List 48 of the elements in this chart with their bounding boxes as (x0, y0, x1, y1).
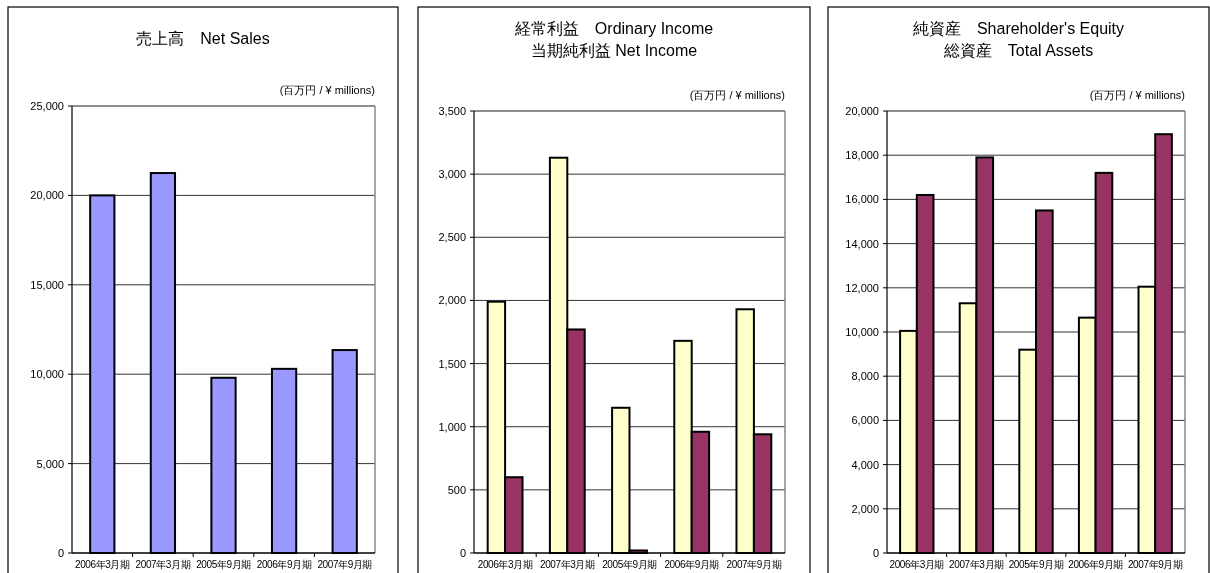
x-tick-label: 2007年3月期 (949, 559, 1005, 570)
y-tick-label: 20,000 (30, 189, 64, 202)
y-tick-label: 10,000 (845, 326, 879, 338)
y-tick-label: 0 (459, 547, 466, 559)
y-tick-label: 10,000 (30, 368, 64, 381)
y-tick-label: 3,000 (438, 168, 466, 181)
y-tick-label: 25,000 (30, 100, 64, 112)
y-tick-label: 2,000 (438, 294, 466, 307)
y-tick-label: 8,000 (851, 370, 879, 383)
y-tick-label: 4,000 (851, 458, 879, 471)
y-tick-label: 3,500 (438, 105, 466, 117)
y-tick-label: 14,000 (845, 237, 879, 250)
x-tick-label: 2005年9月期 (1008, 559, 1064, 570)
chart-title: 売上高 Net Sales (136, 30, 270, 47)
y-axis-title: (百万円 / ¥ millions) (1089, 89, 1185, 101)
y-tick-label: 1,000 (438, 420, 466, 433)
y-axis-title: (百万円 / ¥ millions) (689, 89, 785, 101)
y-tick-label: 0 (872, 547, 879, 559)
chart-subtitle: 当期純利益 Net Income (530, 42, 698, 59)
x-tick-label: 2006年3月期 (75, 559, 130, 570)
chart-title: 純資産 Shareholder's Equity (912, 20, 1125, 37)
y-tick-label: 1,500 (438, 357, 466, 370)
y-tick-label: 500 (447, 483, 466, 496)
chart-subtitle: 総資産 Total Assets (942, 42, 1094, 59)
x-tick-label: 2005年9月期 (196, 559, 252, 570)
x-tick-label: 2006年3月期 (477, 559, 533, 570)
y-tick-label: 18,000 (845, 149, 879, 162)
y-tick-label: 15,000 (30, 278, 64, 291)
y-tick-label: 2,000 (851, 502, 879, 515)
y-tick-label: 0 (57, 547, 64, 559)
y-tick-label: 20,000 (845, 105, 879, 117)
x-tick-label: 2007年9月期 (726, 559, 782, 570)
x-tick-label: 2007年3月期 (540, 559, 595, 570)
x-tick-label: 2006年9月期 (1068, 559, 1124, 570)
x-tick-label: 2007年9月期 (317, 559, 373, 570)
x-tick-label: 2005年9月期 (602, 559, 658, 570)
x-tick-label: 2006年9月期 (256, 559, 312, 570)
y-tick-label: 6,000 (851, 414, 879, 427)
y-axis-title: (百万円 / ¥ millions) (279, 84, 375, 96)
y-tick-label: 5,000 (36, 457, 64, 470)
x-tick-label: 2006年9月期 (664, 559, 720, 570)
x-tick-label: 2006年3月期 (889, 559, 945, 570)
chart-title: 経常利益 Ordinary Income (513, 20, 714, 37)
x-tick-label: 2007年9月期 (1127, 559, 1183, 570)
x-tick-label: 2007年3月期 (135, 559, 191, 570)
y-tick-label: 2,500 (438, 231, 466, 244)
y-tick-label: 12,000 (845, 281, 879, 294)
y-tick-label: 16,000 (845, 193, 879, 206)
